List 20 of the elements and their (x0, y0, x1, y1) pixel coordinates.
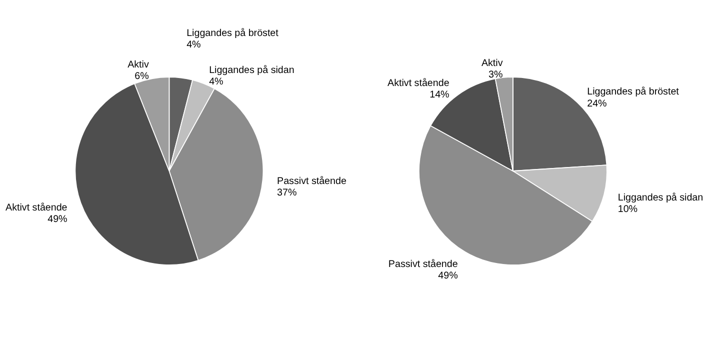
data-label: 6% (134, 70, 150, 82)
data-label: 3% (488, 69, 504, 80)
slice-label: Aktivt stående (6, 202, 68, 214)
data-label: 37% (277, 188, 297, 199)
slice-label: Aktivt stående (388, 78, 450, 90)
data-label: 14% (430, 90, 450, 101)
slice-label: Passivt stående (277, 176, 347, 187)
slice-label: Liggandes på sidan (618, 192, 704, 204)
data-label: 24% (587, 98, 608, 110)
data-label: 49% (48, 214, 68, 226)
slice-label: Liggandes på sidan (209, 64, 294, 76)
slice-label: Liggandes på bröstet (587, 86, 680, 98)
slice-label: Liggandes på bröstet (186, 28, 279, 40)
data-label: 4% (186, 40, 202, 51)
slice-label: Aktiv (481, 58, 503, 69)
data-label: 4% (209, 76, 224, 88)
data-label: 10% (618, 204, 638, 216)
data-label: 49% (438, 270, 458, 282)
slice-label: Passivt stående (388, 258, 458, 270)
slice-label: Aktiv (128, 59, 149, 70)
